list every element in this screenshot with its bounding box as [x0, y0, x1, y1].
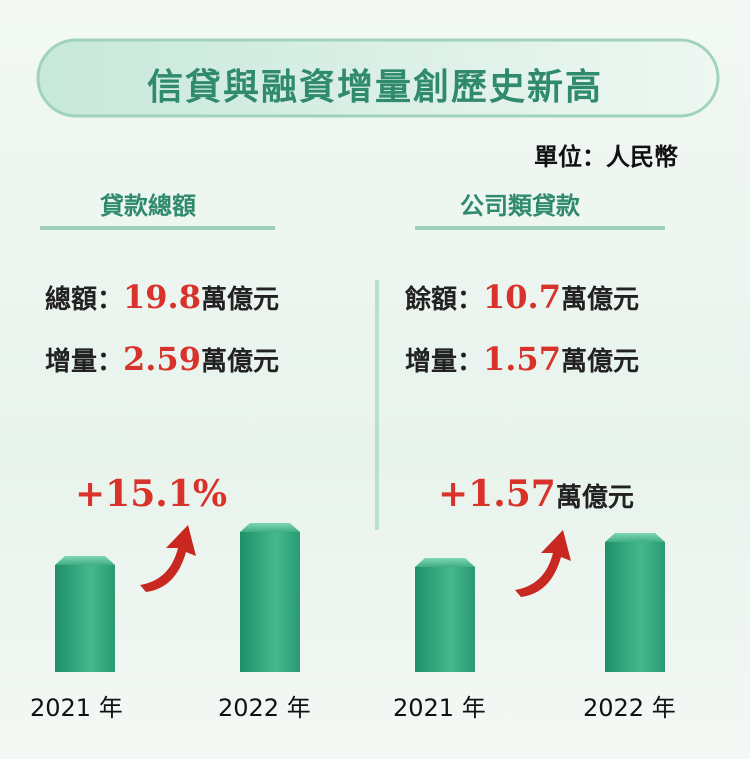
stat-label: 增量：	[45, 347, 124, 377]
year-label: 2021 年	[393, 694, 486, 722]
year-label: 2022 年	[583, 694, 676, 722]
stat-row: 增量：1.57萬億元	[405, 340, 639, 378]
stat-row: 餘額：10.7萬億元	[405, 278, 639, 316]
growth-value: +15.1%	[75, 473, 228, 515]
stat-label: 餘額：	[405, 285, 484, 315]
stat-label: 增量：	[405, 347, 484, 377]
stat-unit: 萬億元	[560, 285, 639, 315]
stat-label: 總額：	[45, 285, 124, 315]
stat-value: 19.8	[123, 278, 201, 316]
unit-note: 單位：人民幣	[534, 143, 678, 171]
stat-row: 增量：2.59萬億元	[45, 340, 279, 378]
stat-unit: 萬億元	[560, 347, 639, 377]
title: 信貸與融資增量創歷史新高	[146, 67, 603, 108]
growth: +15.1%	[75, 473, 227, 515]
title-pill	[36, 38, 720, 118]
stat-value: 1.57	[483, 340, 561, 378]
stat-unit: 萬億元	[200, 347, 279, 377]
bars	[55, 523, 665, 672]
year-label: 2021 年	[30, 694, 123, 722]
stat-value: 2.59	[123, 340, 201, 378]
growth-unit: 萬億元	[555, 483, 634, 513]
arrows	[140, 525, 571, 597]
stat-unit: 萬億元	[200, 285, 279, 315]
section-heading: 貸款總額	[100, 192, 196, 220]
growth-value: +1.57	[438, 473, 556, 515]
growth: +1.57萬億元	[438, 473, 634, 515]
year-label: 2022 年	[218, 694, 311, 722]
section-heading: 公司類貸款	[460, 192, 580, 220]
stat-value: 10.7	[483, 278, 561, 316]
stat-row: 總額：19.8萬億元	[45, 278, 279, 316]
